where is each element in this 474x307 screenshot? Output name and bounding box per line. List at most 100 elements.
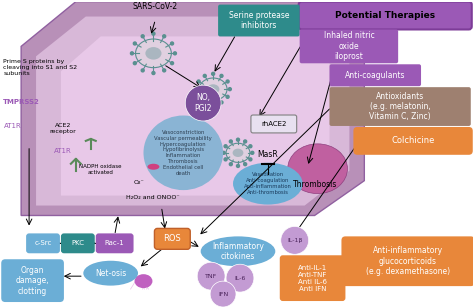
Text: Prime S proteins by
cleaving into S1 and S2
subunits: Prime S proteins by cleaving into S1 and… xyxy=(3,59,77,76)
Circle shape xyxy=(281,227,309,254)
Circle shape xyxy=(220,74,223,77)
FancyBboxPatch shape xyxy=(341,236,474,286)
Text: PKC: PKC xyxy=(72,240,84,246)
FancyBboxPatch shape xyxy=(251,115,297,133)
Text: IFN: IFN xyxy=(218,292,228,297)
Text: Antioxidants
(e.g. melatonin,
Vitamin C, Zinc): Antioxidants (e.g. melatonin, Vitamin C,… xyxy=(369,92,431,122)
Text: Net-osis: Net-osis xyxy=(95,269,126,278)
Text: AT1R: AT1R xyxy=(4,123,22,129)
FancyBboxPatch shape xyxy=(218,5,300,37)
Circle shape xyxy=(229,140,232,143)
Circle shape xyxy=(249,158,252,161)
Text: AT1R: AT1R xyxy=(54,148,72,154)
Polygon shape xyxy=(21,2,365,216)
Text: NADPH oxidase
activated: NADPH oxidase activated xyxy=(80,164,122,175)
Circle shape xyxy=(133,62,137,65)
Circle shape xyxy=(220,101,223,104)
Circle shape xyxy=(228,88,231,91)
Circle shape xyxy=(152,32,155,35)
Text: MasR: MasR xyxy=(257,150,278,159)
Circle shape xyxy=(237,165,239,167)
Circle shape xyxy=(210,281,236,307)
FancyBboxPatch shape xyxy=(96,233,134,253)
Text: ROS: ROS xyxy=(164,234,181,243)
Ellipse shape xyxy=(136,39,171,68)
Circle shape xyxy=(211,72,215,75)
Text: IL-1β: IL-1β xyxy=(287,238,302,243)
Ellipse shape xyxy=(207,84,219,94)
Ellipse shape xyxy=(288,144,347,194)
Text: Vasoconstriction
Vascular permeability
Hypercoagulation
Hypofibrinolysis
Inflamm: Vasoconstriction Vascular permeability H… xyxy=(155,130,212,176)
Text: NO,
PGI2: NO, PGI2 xyxy=(194,93,212,113)
Text: SARS-CoV-2: SARS-CoV-2 xyxy=(133,2,178,10)
FancyBboxPatch shape xyxy=(280,255,346,301)
Ellipse shape xyxy=(83,261,138,286)
Text: Thrombosis: Thrombosis xyxy=(293,180,338,188)
Polygon shape xyxy=(36,17,349,205)
FancyBboxPatch shape xyxy=(155,228,190,249)
Text: H₂O₂ and ONOO⁻: H₂O₂ and ONOO⁻ xyxy=(126,195,179,200)
FancyBboxPatch shape xyxy=(26,233,60,253)
Ellipse shape xyxy=(147,164,159,170)
Text: Organ
damage,
clotting: Organ damage, clotting xyxy=(16,266,49,296)
Circle shape xyxy=(195,88,198,91)
Text: Inhaled nitric
oxide
iloprost: Inhaled nitric oxide iloprost xyxy=(324,32,374,61)
Ellipse shape xyxy=(233,163,303,204)
Text: Anti-coagulants: Anti-coagulants xyxy=(345,71,406,80)
Circle shape xyxy=(203,74,206,77)
Text: Rac-1: Rac-1 xyxy=(105,240,125,246)
Ellipse shape xyxy=(199,78,227,100)
Circle shape xyxy=(141,35,144,38)
FancyBboxPatch shape xyxy=(1,259,64,302)
Circle shape xyxy=(130,52,134,55)
FancyBboxPatch shape xyxy=(329,64,421,86)
FancyBboxPatch shape xyxy=(299,2,472,29)
Circle shape xyxy=(197,262,225,290)
FancyBboxPatch shape xyxy=(300,29,398,63)
Text: Anti-IL-1
Anti-TNF
Anti IL-6
Anti IFN: Anti-IL-1 Anti-TNF Anti IL-6 Anti IFN xyxy=(298,265,327,292)
Circle shape xyxy=(197,80,200,83)
Ellipse shape xyxy=(201,236,275,266)
Text: ACE2
receptor: ACE2 receptor xyxy=(50,123,76,134)
Ellipse shape xyxy=(135,274,153,288)
Text: IL-6: IL-6 xyxy=(234,276,246,281)
Circle shape xyxy=(237,138,239,141)
Text: rhACE2: rhACE2 xyxy=(261,121,286,127)
Circle shape xyxy=(244,163,246,166)
FancyBboxPatch shape xyxy=(329,87,471,126)
Circle shape xyxy=(229,163,232,166)
Circle shape xyxy=(226,264,254,292)
Ellipse shape xyxy=(226,143,250,162)
Circle shape xyxy=(173,52,176,55)
Circle shape xyxy=(171,62,173,65)
Circle shape xyxy=(141,69,144,72)
Circle shape xyxy=(211,103,215,106)
Circle shape xyxy=(222,151,225,154)
Circle shape xyxy=(226,95,229,98)
Text: Colchicine: Colchicine xyxy=(392,136,435,146)
Text: TMPRSS2: TMPRSS2 xyxy=(3,99,40,105)
Text: c-Src: c-Src xyxy=(34,240,52,246)
Ellipse shape xyxy=(233,149,243,157)
Text: O₂⁻: O₂⁻ xyxy=(133,180,144,185)
FancyBboxPatch shape xyxy=(61,233,95,253)
Text: Potential Therapies: Potential Therapies xyxy=(335,11,435,20)
Circle shape xyxy=(249,145,252,148)
Circle shape xyxy=(152,72,155,75)
Circle shape xyxy=(185,85,221,121)
Text: Anti-inflammatory
glucocorticoids
(e.g. dexamethasone): Anti-inflammatory glucocorticoids (e.g. … xyxy=(366,246,450,276)
Text: Vasodilation
Anti-coagulation
Anti-inflammation
Anti-thrombosis: Vasodilation Anti-coagulation Anti-infla… xyxy=(244,173,292,195)
Text: Serine protease
inhibitors: Serine protease inhibitors xyxy=(228,11,289,30)
Circle shape xyxy=(244,140,246,143)
Circle shape xyxy=(226,80,229,83)
Circle shape xyxy=(163,35,166,38)
Circle shape xyxy=(197,95,200,98)
Circle shape xyxy=(224,158,227,161)
Polygon shape xyxy=(61,37,329,196)
Text: Inflammatory
citokines: Inflammatory citokines xyxy=(212,242,264,261)
Circle shape xyxy=(163,69,166,72)
Circle shape xyxy=(171,42,173,45)
Ellipse shape xyxy=(144,115,223,190)
Circle shape xyxy=(203,101,206,104)
Circle shape xyxy=(133,42,137,45)
